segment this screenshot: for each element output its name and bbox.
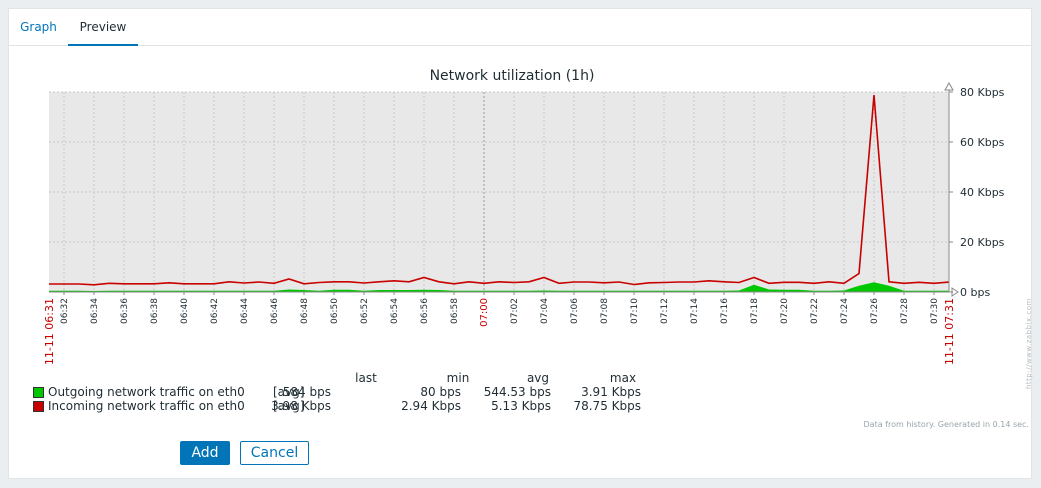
x-tick-label: 06:40: [180, 298, 190, 324]
network-utilization-chart: Network utilization (1h) 0 bps 20 Kbps 40 K…: [43, 68, 1005, 365]
legend-header-avg: avg: [526, 371, 550, 385]
tab-preview[interactable]: Preview: [68, 9, 138, 46]
x-tick-label: 07:30: [930, 298, 940, 324]
legend-series-name: Incoming network traffic on eth0: [48, 399, 245, 413]
legend-swatch-outgoing: [33, 387, 44, 398]
legend-series-name: Outgoing network traffic on eth0: [48, 385, 245, 399]
legend-value-min: 2.94 Kbps: [401, 399, 461, 413]
x-tick-label: 07:06: [570, 298, 580, 324]
legend-value-max: 78.75 Kbps: [573, 399, 641, 413]
series-area-outgoing: [49, 282, 949, 292]
legend-series-func: [avg]: [273, 399, 305, 413]
legend-header-max: max: [609, 371, 637, 385]
legend-swatch-incoming: [33, 401, 44, 412]
legend-value-avg: 5.13 Kbps: [491, 399, 551, 413]
x-tick-label: 06:46: [270, 298, 280, 324]
graph-panel: Graph Preview Network utilization (1h) 0 …: [8, 8, 1033, 479]
x-tick-label: 07:10: [630, 298, 640, 324]
legend-value-last: 3.98 Kbps: [271, 399, 331, 413]
y-tick-label: 20 Kbps: [960, 236, 1005, 249]
x-tick-label: 06:58: [450, 298, 460, 324]
x-tick-label: 06:56: [420, 298, 430, 324]
x-tick-label: 07:12: [660, 298, 670, 324]
y-tick-label: 0 bps: [960, 286, 990, 299]
x-tick-label: 06:42: [210, 298, 220, 324]
y-tick-label: 40 Kbps: [960, 186, 1005, 199]
y-tick-label: 60 Kbps: [960, 136, 1005, 149]
x-tick-label: 06:36: [120, 298, 130, 324]
x-tick-label: 07:20: [780, 298, 790, 324]
add-button[interactable]: Add: [180, 441, 230, 465]
x-tick-label: 07:24: [840, 298, 850, 324]
x-tick-label: 06:32: [60, 298, 70, 324]
chart-legend: last min avg max Outgoing network traffi…: [33, 371, 693, 421]
x-tick-label: 06:34: [90, 298, 100, 324]
legend-value-max: 3.91 Kbps: [581, 385, 641, 399]
legend-header-last: last: [355, 371, 377, 385]
legend-row-outgoing: Outgoing network traffic on eth0 [avg] 5…: [33, 385, 693, 399]
x-tick-label: 06:52: [360, 298, 370, 324]
legend-value-last: 584 bps: [282, 385, 331, 399]
legend-series-func: [avg]: [273, 385, 305, 399]
y-axis-arrow: [944, 81, 954, 91]
x-tick-label: 07:08: [600, 298, 610, 324]
x-tick-label: 06:48: [300, 298, 310, 324]
generation-note: Data from history. Generated in 0.14 sec…: [863, 420, 1029, 429]
x-tick-label: 07:04: [540, 298, 550, 324]
zabbix-watermark: http://www.zabbix.com: [1025, 298, 1033, 389]
x-tick-label: 06:44: [240, 298, 250, 324]
y-tick-label: 80 Kbps: [960, 86, 1005, 99]
chart-title: Network utilization (1h): [430, 68, 595, 84]
legend-row-incoming: Incoming network traffic on eth0 [avg] 3…: [33, 399, 693, 413]
legend-value-min: 80 bps: [420, 385, 461, 399]
x-tick-label: 07:28: [900, 298, 910, 324]
x-start-label: 11-11 06:31: [43, 298, 56, 365]
x-tick-label: 06:54: [390, 298, 400, 324]
x-tick-label: 07:14: [690, 298, 700, 324]
x-tick-label: 07:16: [720, 298, 730, 324]
x-tick-label: 06:50: [330, 298, 340, 324]
x-end-label: 11-11 07:31: [943, 298, 956, 365]
tab-graph[interactable]: Graph: [20, 20, 57, 34]
cancel-button[interactable]: Cancel: [240, 441, 309, 465]
legend-value-avg: 544.53 bps: [483, 385, 551, 399]
series-line-incoming: [49, 95, 950, 286]
x-tick-label: 07:18: [750, 298, 760, 324]
x-tick-label: 07:00: [479, 298, 490, 327]
x-tick-label: 07:26: [870, 298, 880, 324]
legend-header-min: min: [446, 371, 470, 385]
x-tick-label: 07:02: [510, 298, 520, 324]
x-tick-label: 07:22: [810, 298, 820, 324]
tab-bar: Graph Preview: [9, 9, 1031, 46]
x-tick-label: 06:38: [150, 298, 160, 324]
legend-header: last min avg max: [33, 371, 693, 385]
